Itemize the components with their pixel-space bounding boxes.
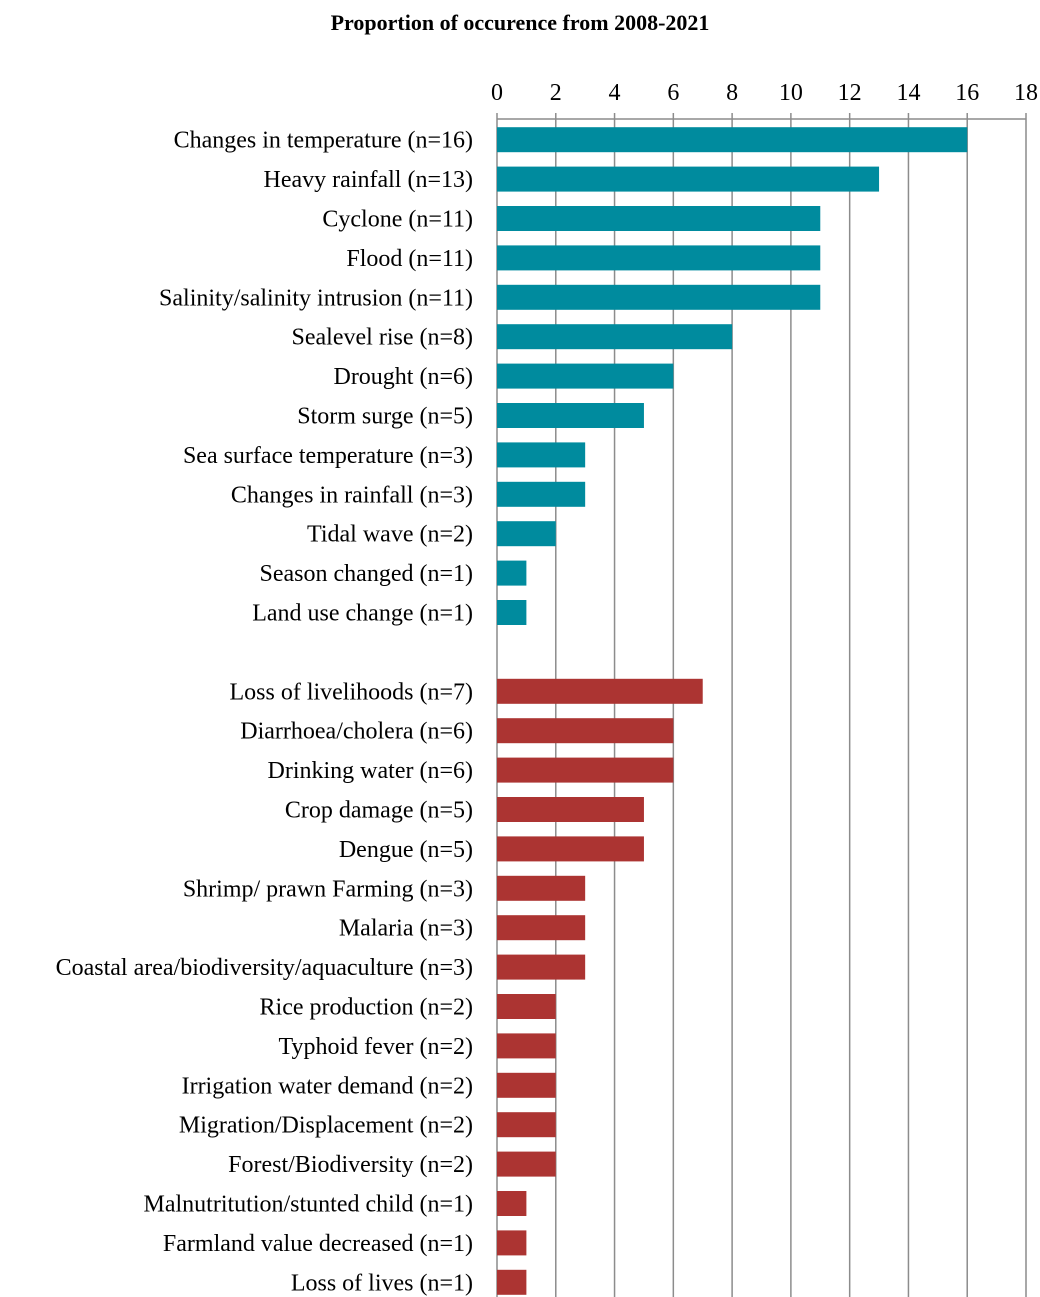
- x-tick-label: 14: [896, 80, 920, 106]
- category-label: Loss of livelihoods (n=7): [229, 679, 473, 705]
- category-label: Drought (n=6): [333, 364, 473, 390]
- bar: [497, 206, 821, 231]
- category-label: Irrigation water demand (n=2): [182, 1073, 473, 1099]
- bar: [497, 560, 527, 586]
- x-tick-label: 6: [667, 80, 679, 106]
- bar: [497, 797, 644, 822]
- category-label: Storm surge (n=5): [297, 404, 473, 430]
- bar: [497, 600, 527, 625]
- bar: [497, 481, 586, 507]
- bar: [497, 1151, 556, 1177]
- bar: [497, 363, 674, 389]
- category-label: Changes in temperature (n=16): [174, 128, 473, 154]
- category-label: Changes in rainfall (n=3): [231, 482, 473, 508]
- bar: [497, 954, 586, 980]
- bar: [497, 1191, 527, 1216]
- x-tick-label: 18: [1014, 80, 1038, 106]
- bar: [497, 1072, 556, 1098]
- x-tick-label: 12: [838, 80, 862, 106]
- x-axis-tick-labels: 0 2 4 6 8 10 12 14 16 18: [491, 80, 1038, 106]
- x-tick-label: 16: [955, 80, 979, 106]
- category-label: Season changed (n=1): [260, 561, 473, 587]
- category-label: Flood (n=11): [346, 246, 473, 272]
- category-label: Malaria (n=3): [339, 916, 473, 942]
- bars: [497, 127, 968, 1295]
- x-tick-label: 10: [779, 80, 803, 106]
- bar: [497, 915, 586, 941]
- category-label: Malnutritution/stunted child (n=1): [144, 1192, 474, 1218]
- category-label: Dengue (n=5): [339, 837, 473, 863]
- x-tick-label: 0: [491, 80, 503, 106]
- bar: [497, 1112, 556, 1138]
- category-label: Migration/Displacement (n=2): [179, 1113, 473, 1139]
- category-label: Typhoid fever (n=2): [279, 1034, 473, 1060]
- category-label: Diarrhoea/cholera (n=6): [240, 719, 473, 745]
- category-label: Heavy rainfall (n=13): [264, 167, 473, 193]
- bar: [497, 403, 644, 428]
- category-label: Forest/Biodiversity (n=2): [228, 1152, 473, 1178]
- category-label: Drinking water (n=6): [268, 758, 473, 784]
- bar: [497, 442, 586, 468]
- bar: [497, 757, 674, 783]
- category-label: Tidal wave (n=2): [307, 522, 473, 548]
- bar: [497, 994, 556, 1019]
- category-label: Coastal area/biodiversity/aquaculture (n…: [56, 955, 473, 981]
- bar: [497, 718, 674, 744]
- category-label: Rice production (n=2): [260, 995, 473, 1021]
- bar: [497, 166, 880, 192]
- bar: [497, 836, 644, 862]
- category-label: Farmland value decreased (n=1): [163, 1231, 473, 1257]
- x-tick-label: 4: [609, 80, 621, 106]
- bar: [497, 127, 968, 153]
- gridlines: [496, 113, 1027, 1297]
- bar: [497, 284, 821, 310]
- bar: [497, 324, 733, 350]
- x-tick-label: 8: [726, 80, 738, 106]
- bar: [497, 1269, 527, 1295]
- category-label: Sea surface temperature (n=3): [183, 443, 473, 469]
- category-label: Land use change (n=1): [252, 601, 473, 627]
- category-label: Salinity/salinity intrusion (n=11): [159, 285, 473, 311]
- bar: [497, 521, 556, 547]
- category-label: Sealevel rise (n=8): [292, 325, 473, 351]
- category-label: Shrimp/ prawn Farming (n=3): [183, 876, 473, 902]
- category-label: Loss of lives (n=1): [291, 1270, 473, 1296]
- bar: [497, 1033, 556, 1059]
- bar: [497, 1230, 527, 1256]
- chart-title: Proportion of occurence from 2008-2021: [330, 10, 710, 35]
- bar: [497, 245, 821, 271]
- category-labels: Changes in temperature (n=16) Heavy rainf…: [56, 128, 473, 1297]
- x-tick-label: 2: [550, 80, 562, 106]
- category-label: Crop damage (n=5): [285, 798, 473, 824]
- category-label: Cyclone (n=11): [322, 207, 473, 233]
- bar: [497, 875, 586, 901]
- bar: [497, 678, 703, 704]
